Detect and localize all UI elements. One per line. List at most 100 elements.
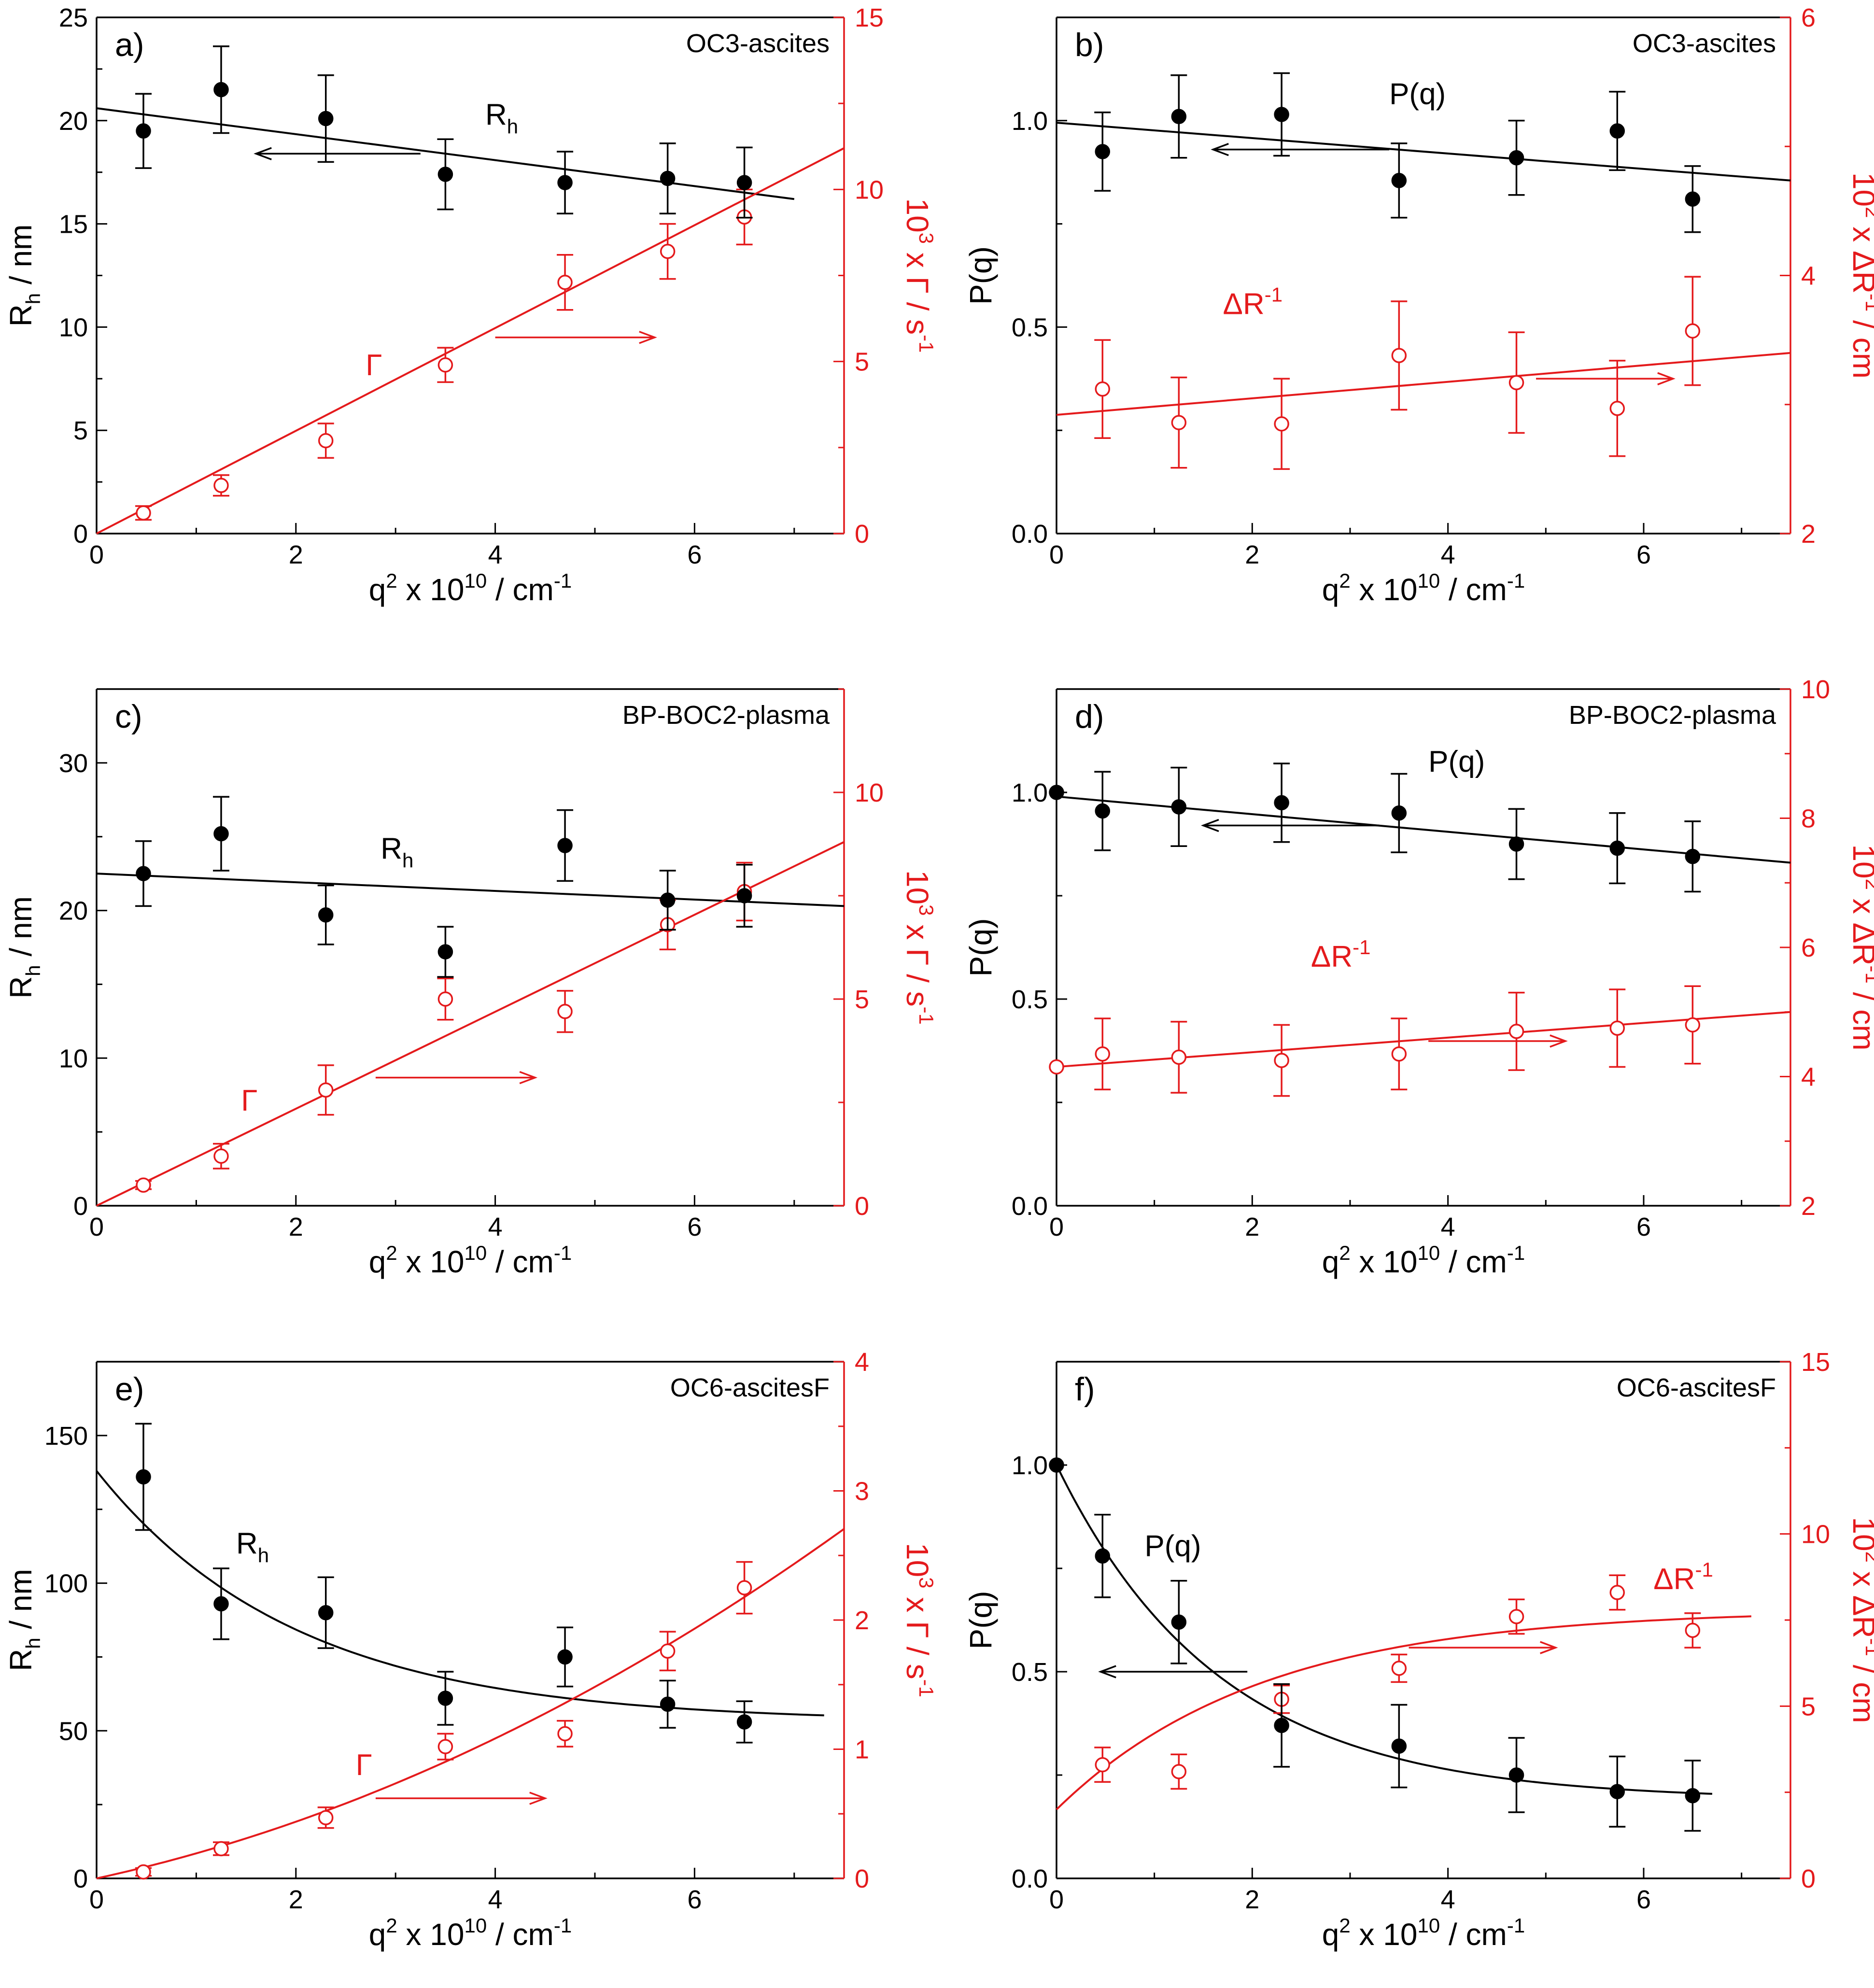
x-tick-label: 0	[1049, 540, 1064, 569]
left-series-point	[1171, 799, 1187, 815]
right-series-point	[1391, 1661, 1407, 1676]
right-label-sup: 3	[915, 904, 938, 916]
left-curve-label: P(q)	[1144, 1529, 1201, 1563]
right-curve-label-main: ΔR	[1223, 288, 1265, 321]
left-tick-label: 20	[59, 897, 88, 926]
left-curve-label: P(q)	[1389, 78, 1446, 111]
left-label-r: R	[3, 304, 38, 326]
right-label-sup: 2	[1861, 1551, 1874, 1563]
right-label-pre: 10	[900, 1543, 935, 1577]
left-series-point	[557, 175, 573, 190]
right-series-point	[136, 1177, 151, 1193]
x-tick-label: 6	[687, 540, 702, 569]
right-series-point	[1685, 1622, 1701, 1638]
left-label-pq: P(q)	[963, 1591, 998, 1650]
right-tick-label: 5	[855, 348, 869, 377]
right-label-tail: / cm	[1846, 984, 1874, 1051]
left-series-point	[736, 888, 752, 903]
panel-label: a)	[115, 27, 144, 63]
left-tick-label: 1.0	[1012, 778, 1048, 807]
right-fit-line	[96, 841, 845, 1207]
x-label-sup: 10	[1417, 1241, 1440, 1264]
x-label-sup: 10	[464, 569, 487, 592]
right-axis-label: 103 x Γ / s-1	[900, 870, 938, 1025]
left-tick-label: 20	[59, 107, 88, 136]
right-curve-label-sup: -1	[1265, 283, 1282, 306]
right-series-point	[213, 1841, 229, 1857]
left-curve-label-main: P(q)	[1389, 78, 1446, 111]
left-series-point	[1508, 1767, 1524, 1783]
right-series-point	[1049, 1059, 1064, 1075]
left-curve-label-sub: h	[402, 849, 413, 872]
right-label-pre: 10	[1846, 1517, 1874, 1551]
right-axis-arrow-head	[529, 1791, 548, 1805]
left-axis-arrow-head	[1098, 1665, 1116, 1678]
right-curve-label: Γ	[356, 1748, 372, 1782]
x-label-mid: / cm	[1440, 572, 1507, 607]
x-label-q: q	[369, 572, 386, 607]
left-series-point	[1609, 123, 1625, 139]
right-tick-label: 15	[1801, 1348, 1830, 1377]
panel-label: e)	[115, 1371, 144, 1408]
right-series-point	[1685, 323, 1701, 339]
left-series-point	[1609, 840, 1625, 856]
x-label-sup: 2	[386, 569, 397, 592]
right-tick-label: 0	[855, 1864, 869, 1893]
x-label-sup: -1	[554, 1241, 572, 1264]
left-label-sub: h	[22, 293, 44, 304]
x-tick-label: 4	[488, 1885, 503, 1914]
right-label-sup: -1	[915, 1679, 938, 1697]
right-series-point	[1391, 1046, 1407, 1062]
left-series-point	[1274, 107, 1289, 122]
right-curve-label-sup: -1	[1695, 1558, 1713, 1581]
right-series-point	[136, 505, 151, 521]
left-curve-label-main: R	[380, 832, 402, 866]
left-tick-label: 0	[73, 520, 88, 549]
right-label-mid: x Γ / s	[900, 244, 935, 335]
left-label-pq: P(q)	[963, 918, 998, 977]
left-tick-label: 1.0	[1012, 107, 1048, 136]
left-label-r: R	[3, 1649, 38, 1671]
right-curve-label-main: ΔR	[1653, 1563, 1695, 1596]
right-label-sup: -1	[1861, 966, 1874, 984]
right-label-sup: -1	[915, 1007, 938, 1025]
right-label-sup: 2	[1861, 879, 1874, 890]
x-label-sup: 2	[1339, 569, 1350, 592]
left-tick-label: 150	[44, 1422, 88, 1451]
x-label-sup: 10	[464, 1241, 487, 1264]
right-axis-label: 102 x ΔR-1 / cm	[1846, 844, 1874, 1050]
x-label-sup: -1	[554, 1914, 572, 1937]
right-curve-label-main: Γ	[241, 1084, 257, 1117]
right-label-pre: 10	[900, 870, 935, 904]
right-tick-label: 1	[855, 1735, 869, 1764]
left-series-point	[437, 1691, 453, 1706]
x-tick-label: 4	[1441, 1885, 1455, 1914]
right-series-point	[660, 1643, 676, 1659]
right-tick-label: 15	[855, 3, 884, 32]
left-series-point	[318, 1605, 334, 1621]
right-label-tail: / cm	[1846, 1656, 1874, 1723]
left-series-point	[213, 826, 229, 842]
left-tick-label: 0.5	[1012, 1658, 1048, 1687]
left-series-point	[213, 82, 229, 98]
right-series-point	[136, 1864, 151, 1880]
right-label-mid: x Γ / s	[900, 1589, 935, 1679]
left-axis-label: Rh / nm	[3, 1569, 44, 1671]
right-label-mid: x ΔR	[1846, 1563, 1874, 1638]
left-series-point	[736, 175, 752, 190]
right-series-point	[318, 1082, 334, 1098]
x-tick-label: 0	[89, 1885, 104, 1914]
right-series-point	[1095, 1757, 1111, 1773]
left-series-point	[1508, 150, 1524, 166]
right-curve-label-main: Γ	[356, 1748, 372, 1782]
left-series-point	[1095, 144, 1111, 159]
right-series-point	[437, 357, 453, 373]
x-tick-label: 6	[687, 1213, 702, 1241]
right-fit-line	[1056, 1011, 1791, 1068]
right-curve-label: ΔR-1	[1223, 283, 1283, 321]
left-tick-label: 10	[59, 1044, 88, 1073]
panel-label: d)	[1075, 698, 1104, 735]
x-tick-label: 4	[1441, 540, 1455, 569]
